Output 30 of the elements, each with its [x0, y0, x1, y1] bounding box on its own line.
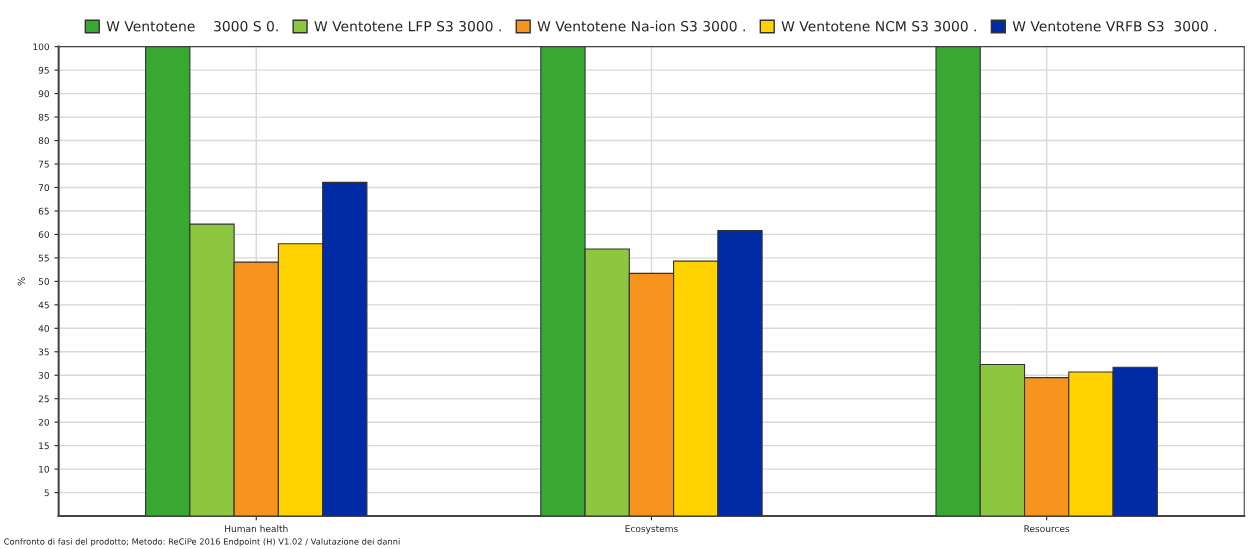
y-tick-label: 70 — [38, 184, 50, 192]
y-tick-label: 40 — [38, 325, 50, 332]
y-tick-label: 30 — [38, 371, 50, 379]
x-tick-label: Human health — [225, 525, 288, 533]
y-tick-label: 20 — [38, 418, 50, 426]
legend-label: W Ventotene 3000 S 0. — [106, 20, 278, 32]
text: Confronto di fasi del prodotto; Metodo: ReCiPe 2016 Endpoint (H) V1.02 / Valutazione dei danni — [4, 538, 400, 547]
legend-label: W Ventotene VRFB S3 3000 . — [1012, 20, 1217, 32]
y-tick-label: 85 — [38, 113, 49, 121]
y-tick-label: 65 — [38, 207, 49, 215]
y-tick-label: 75 — [38, 160, 49, 168]
y-tick-label: 55 — [38, 254, 49, 262]
legend-label: W Ventotene Na-ion S3 3000 . — [537, 20, 745, 32]
y-tick-label: 25 — [38, 395, 49, 403]
y-tick-label: 35 — [38, 348, 49, 356]
y-axis-title: % — [17, 277, 25, 286]
legend-label: W Ventotene LFP S3 3000 . — [314, 20, 501, 32]
y-tick-label: 45 — [38, 301, 49, 309]
y-tick-label: 15 — [39, 442, 49, 450]
y-tick-label: 10 — [39, 465, 50, 473]
y-tick-label: 60 — [38, 231, 50, 238]
y-tick-label: 80 — [38, 137, 50, 145]
legend-label: W Ventotene NCM S3 3000 . — [781, 20, 976, 32]
y-tick-label: 5 — [44, 489, 49, 497]
x-tick-label: Resources — [1024, 525, 1070, 533]
x-tick-label: Ecosystems — [625, 525, 678, 534]
y-tick-label: 100 — [33, 43, 50, 51]
y-tick-label: 50 — [38, 278, 50, 285]
y-tick-label: 90 — [38, 90, 50, 98]
y-tick-label: 95 — [38, 66, 49, 74]
